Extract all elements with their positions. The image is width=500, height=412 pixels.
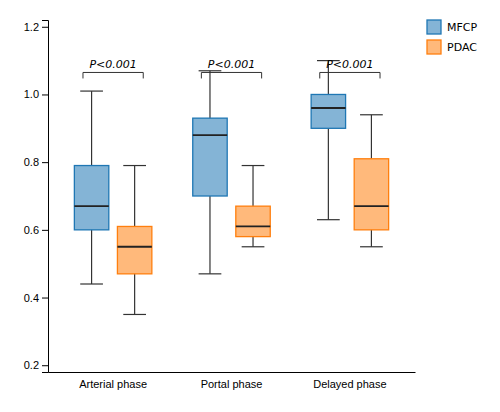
- lower-cap: [123, 314, 146, 315]
- lower-whisker: [252, 237, 253, 247]
- box: [311, 61, 345, 220]
- y-axis-line: [42, 21, 49, 373]
- y-tick: 0.4: [24, 292, 48, 304]
- y-tick-mark: [42, 162, 48, 163]
- lower-whisker: [134, 274, 135, 315]
- x-tick-label: Portal phase: [201, 378, 263, 390]
- legend: MFCP PDAC: [427, 20, 477, 54]
- box: [193, 71, 227, 274]
- box-body: [74, 166, 108, 230]
- upper-whisker: [252, 166, 253, 207]
- significance-bracket: [83, 72, 143, 78]
- median: [74, 205, 108, 207]
- y-tick-mark: [42, 298, 48, 299]
- box: [236, 166, 270, 247]
- upper-whisker: [209, 71, 210, 118]
- box-body: [117, 226, 151, 273]
- upper-cap: [360, 114, 383, 115]
- upper-whisker: [371, 115, 372, 159]
- y-tick: 1.0: [24, 88, 48, 100]
- lower-cap: [80, 283, 103, 284]
- x-tick: Delayed phase: [313, 378, 386, 390]
- x-axis: Arterial phase Portal phase Delayed phase: [49, 373, 416, 390]
- lower-cap: [199, 273, 222, 274]
- box: [354, 115, 388, 247]
- y-tick-label: 0.2: [24, 359, 39, 371]
- chart: 0.2 0.4 0.6 0.8 1.0 1.2 Arterial phase Portal p…: [0, 0, 500, 412]
- plot: 0.2 0.4 0.6 0.8 1.0 1.2 Arterial phase Portal p…: [24, 20, 478, 390]
- box-series: [117, 115, 388, 315]
- box-body: [236, 206, 270, 236]
- legend-label: PDAC: [447, 41, 477, 54]
- y-tick-label: 0.4: [24, 292, 39, 304]
- lower-cap: [360, 246, 383, 247]
- y-axis: 0.2 0.4 0.6 0.8 1.0 1.2: [24, 21, 49, 373]
- upper-cap: [80, 90, 103, 91]
- lower-cap: [242, 246, 265, 247]
- box-series: [74, 61, 345, 284]
- x-tick-label: Delayed phase: [313, 378, 386, 390]
- y-tick-label: 1.2: [24, 21, 39, 33]
- annotation: P<0.001: [326, 58, 373, 71]
- y-tick: 0.6: [24, 224, 48, 236]
- median: [117, 246, 151, 248]
- x-axis-line: [49, 372, 416, 373]
- median: [354, 205, 388, 207]
- median: [193, 134, 227, 136]
- y-tick-mark: [42, 27, 48, 28]
- x-tick: Portal phase: [201, 378, 263, 390]
- y-tick-label: 0.8: [24, 156, 39, 168]
- legend-swatch: [427, 20, 441, 34]
- x-tick: Arterial phase: [79, 378, 147, 390]
- legend-item: MFCP: [427, 20, 477, 34]
- legend-item: PDAC: [427, 40, 477, 54]
- significance-bracket: [201, 72, 261, 78]
- x-tick-label: Arterial phase: [79, 378, 147, 390]
- lower-whisker: [91, 230, 92, 284]
- y-tick: 0.8: [24, 156, 48, 168]
- y-tick-label: 0.6: [24, 224, 39, 236]
- y-tick: 1.2: [24, 21, 48, 33]
- lower-whisker: [209, 196, 210, 274]
- annotation: P<0.001: [89, 58, 136, 71]
- y-tick-mark: [42, 230, 48, 231]
- median: [311, 107, 345, 109]
- box-body: [311, 94, 345, 128]
- lower-whisker: [328, 128, 329, 219]
- legend-swatch: [427, 40, 441, 54]
- legend-label: MFCP: [447, 21, 477, 34]
- upper-whisker: [134, 166, 135, 227]
- box: [117, 166, 151, 315]
- lower-cap: [317, 219, 340, 220]
- lower-whisker: [371, 230, 372, 247]
- y-tick-mark: [42, 94, 48, 95]
- y-tick: 0.2: [24, 359, 48, 371]
- significance-bracket: [320, 72, 380, 78]
- upper-whisker: [91, 91, 92, 165]
- box: [74, 91, 108, 284]
- y-tick-label: 1.0: [24, 88, 39, 100]
- annotation: P<0.001: [208, 58, 255, 71]
- marks: [74, 61, 388, 315]
- median: [236, 226, 270, 228]
- y-tick-mark: [42, 365, 48, 366]
- upper-cap: [123, 165, 146, 166]
- upper-cap: [242, 165, 265, 166]
- annotations: P<0.001 P<0.001 P<0.001: [89, 58, 373, 71]
- box-body: [354, 159, 388, 230]
- box-body: [193, 118, 227, 196]
